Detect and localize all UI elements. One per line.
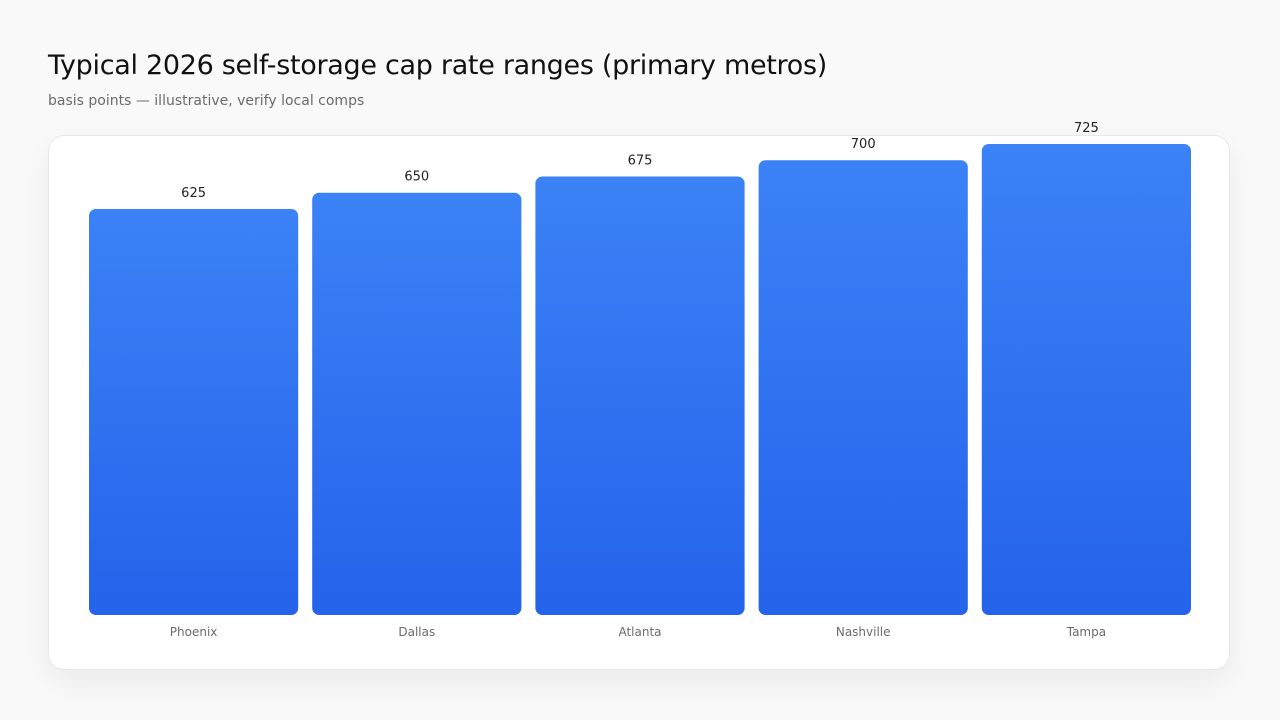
- value-label-phoenix: 625: [181, 186, 206, 201]
- bar-dallas: [312, 192, 522, 615]
- chart-title: Typical 2026 self-storage cap rate range…: [48, 50, 827, 81]
- labels-layer: 625 Phoenix 650 Dallas 675 Atlanta 700 Nashvill…: [170, 121, 1106, 639]
- category-label-atlanta: Atlanta: [618, 625, 661, 639]
- bar-tampa: [981, 144, 1191, 615]
- value-label-tampa: 725: [1074, 121, 1099, 136]
- bar-atlanta: [535, 176, 745, 615]
- bar-phoenix: [89, 209, 299, 615]
- category-label-dallas: Dallas: [398, 625, 435, 639]
- chart-subtitle: basis points — illustrative, verify loca…: [48, 93, 365, 109]
- value-label-dallas: 650: [404, 170, 429, 185]
- bars-layer: [89, 144, 1191, 615]
- bar-nashville: [758, 160, 968, 615]
- value-label-nashville: 700: [851, 137, 876, 152]
- category-label-tampa: Tampa: [1066, 625, 1106, 639]
- category-label-nashville: Nashville: [836, 625, 891, 639]
- category-label-phoenix: Phoenix: [170, 625, 218, 639]
- value-label-atlanta: 675: [628, 154, 653, 169]
